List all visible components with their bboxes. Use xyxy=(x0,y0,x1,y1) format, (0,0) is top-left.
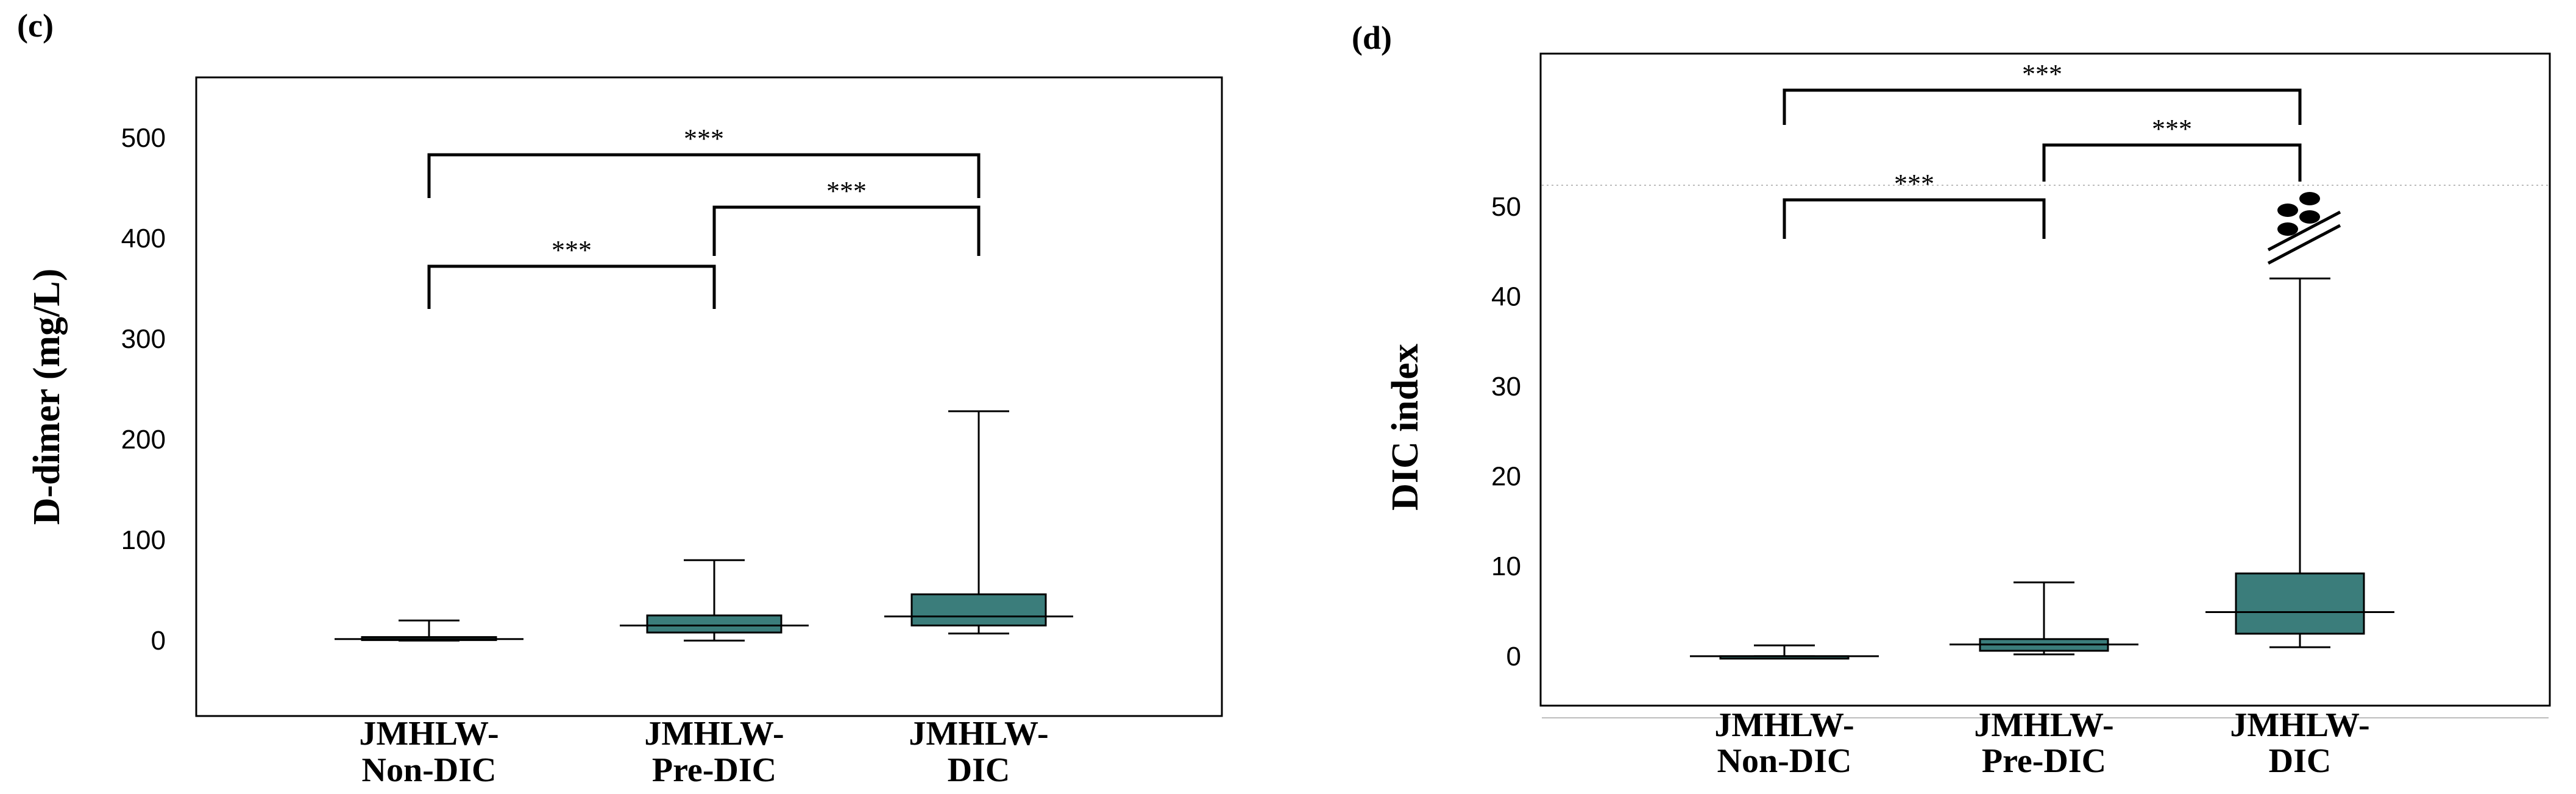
category-label: JMHLW- xyxy=(359,715,499,753)
y-tick-label: 200 xyxy=(121,425,166,455)
y-tick-label: 40 xyxy=(1491,282,1521,311)
category-label: Non-DIC xyxy=(362,751,497,789)
significance-label: *** xyxy=(826,176,867,206)
significance-bracket xyxy=(1783,88,2302,125)
significance-label: *** xyxy=(2152,114,2192,144)
category-label: JMHLW- xyxy=(2230,706,2369,744)
outlier-point xyxy=(2277,204,2298,217)
box xyxy=(2235,572,2365,635)
significance-d: *** *** *** xyxy=(1783,59,2302,239)
outlier-marks-d xyxy=(2267,192,2341,265)
plot-frame-c xyxy=(195,76,1223,717)
y-tick-label: 50 xyxy=(1491,192,1521,222)
category-label: Pre-DIC xyxy=(652,751,776,789)
y-tick-label: 0 xyxy=(151,626,166,656)
box xyxy=(646,614,782,634)
category-label: Pre-DIC xyxy=(1982,742,2106,780)
y-axis-label-c: D-dimer (mg/L) xyxy=(26,269,68,525)
category-label: JMHLW- xyxy=(644,715,784,753)
y-tick-label: 30 xyxy=(1491,372,1521,402)
significance-label: *** xyxy=(2022,59,2062,89)
axis-break-mark xyxy=(2267,210,2341,252)
panel-label-c: (c) xyxy=(17,7,54,44)
y-tick-label: 500 xyxy=(121,123,166,153)
category-label: JMHLW- xyxy=(909,715,1048,753)
boxes-c xyxy=(335,410,1073,642)
plot-frame-d xyxy=(1539,52,2551,707)
y-tick-label: 300 xyxy=(121,324,166,354)
y-tick-label: 400 xyxy=(121,224,166,253)
significance-bracket xyxy=(2042,143,2302,182)
y-ticks-d: 0 10 20 30 40 50 xyxy=(1491,192,1521,672)
significance-bracket xyxy=(1783,198,2046,239)
y-tick-label: 0 xyxy=(1506,642,1521,672)
y-tick-label: 100 xyxy=(121,525,166,555)
significance-label: *** xyxy=(552,235,592,265)
category-label: JMHLW- xyxy=(1974,706,2113,744)
category-label: DIC xyxy=(948,751,1010,789)
outlier-point xyxy=(2299,192,2320,205)
significance-bracket xyxy=(427,264,716,309)
panel-d: (d) DIC index 0 10 20 30 40 50 *** *** *** JMHL… xyxy=(1352,19,2551,780)
significance-bracket xyxy=(712,205,981,256)
y-tick-label: 20 xyxy=(1491,462,1521,492)
outlier-point xyxy=(2299,210,2320,224)
y-ticks-c: 0 100 200 300 400 500 xyxy=(121,123,166,656)
significance-c: *** *** *** xyxy=(427,124,981,309)
category-label: Non-DIC xyxy=(1717,742,1852,780)
axis-break-mark xyxy=(2267,224,2341,265)
panel-label-d: (d) xyxy=(1352,19,1392,56)
significance-bracket xyxy=(427,153,981,198)
y-axis-label-d: DIC index xyxy=(1385,344,1426,511)
boxes-d xyxy=(1690,277,2394,660)
significance-label: *** xyxy=(1894,169,1934,199)
y-tick-label: 10 xyxy=(1491,551,1521,581)
category-label: JMHLW- xyxy=(1714,706,1854,744)
outlier-point xyxy=(2277,222,2298,236)
category-label: DIC xyxy=(2269,742,2332,780)
box xyxy=(910,593,1047,626)
significance-label: *** xyxy=(684,124,724,154)
